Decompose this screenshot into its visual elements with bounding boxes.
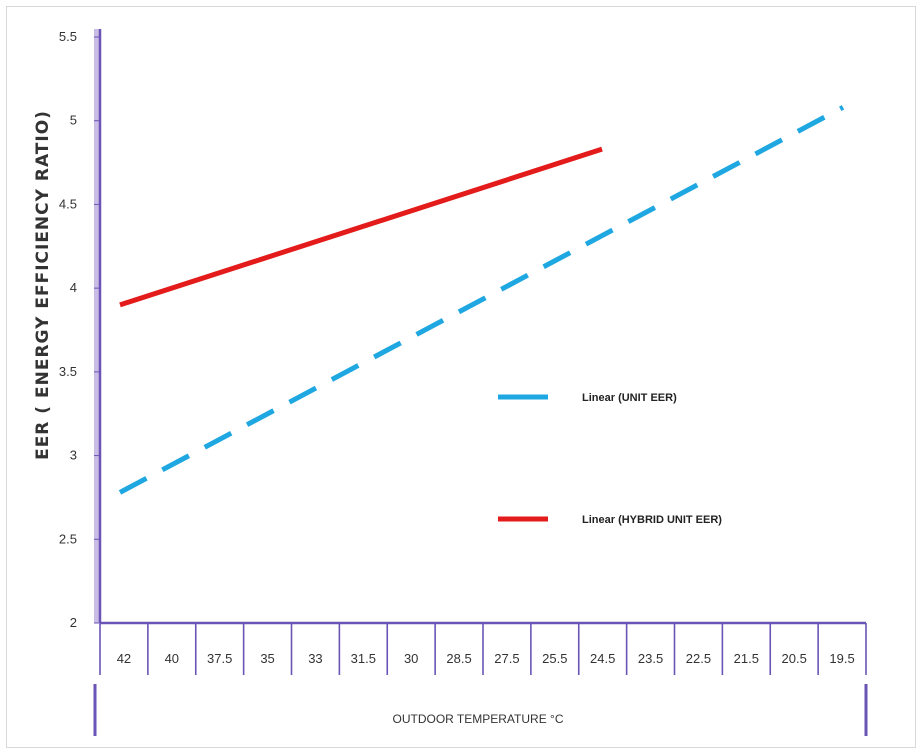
y-tick-label: 2 [70, 615, 77, 630]
y-tick-label: 3.5 [59, 364, 77, 379]
x-tick-label: 19.5 [829, 651, 854, 666]
series-lines [118, 105, 845, 495]
y-tick-label: 4 [70, 280, 77, 295]
x-tick-label: 31.5 [351, 651, 376, 666]
y-tick-label: 3 [70, 448, 77, 463]
x-tick-label: 25.5 [542, 651, 567, 666]
series-line-2 [119, 146, 603, 308]
y-tick-labels: 5.5 5 4.5 4 3.5 3 2.5 2 [59, 29, 99, 630]
axes [93, 29, 868, 736]
x-tick-label: 28.5 [446, 651, 471, 666]
x-tick-label: 21.5 [734, 651, 759, 666]
y-axis-title: EER ( ENERGY EFFICIENCY RATIO) [33, 110, 53, 460]
y-axis-shade [94, 29, 99, 623]
x-tick-label: 37.5 [207, 651, 232, 666]
y-tick-label: 4.5 [59, 196, 77, 211]
x-tick-label: 33 [308, 651, 322, 666]
series-line-1 [118, 105, 845, 495]
legend: Linear (UNIT EER) Linear (HYBRID UNIT EER… [498, 392, 722, 526]
x-tick-label: 20.5 [782, 651, 807, 666]
x-tick-label: 27.5 [494, 651, 519, 666]
x-tick-label: 24.5 [590, 651, 615, 666]
x-tick-labels: 42 40 37.5 35 33 31.5 30 28.5 27.5 25.5 24.5 23.5 22… [117, 651, 855, 666]
y-tick-label: 2.5 [59, 531, 77, 546]
x-tick-label: 35 [260, 651, 274, 666]
x-tick-label: 22.5 [686, 651, 711, 666]
x-tick-label: 40 [165, 651, 179, 666]
chart-frame [6, 6, 916, 748]
x-tick-label: 23.5 [638, 651, 663, 666]
x-axis-title: OUTDOOR TEMPERATURE °C [392, 712, 563, 726]
y-tick-label: 5.5 [59, 29, 77, 44]
legend-label-2: Linear (HYBRID UNIT EER) [582, 514, 722, 526]
y-tick-label: 5 [70, 113, 77, 128]
x-tick-label: 42 [117, 651, 131, 666]
legend-label-1: Linear (UNIT EER) [582, 392, 677, 404]
x-tick-label: 30 [404, 651, 418, 666]
